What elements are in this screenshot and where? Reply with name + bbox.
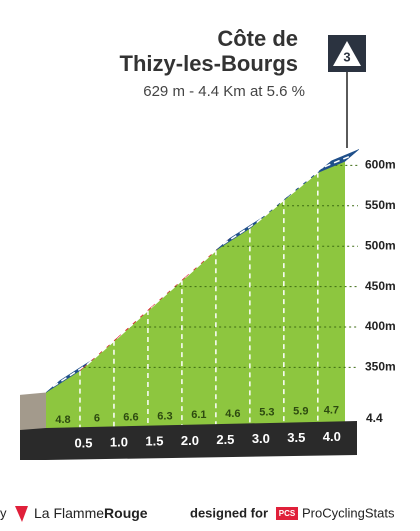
x-tick-label: 4.0 (323, 429, 341, 444)
brand-b: Rouge (104, 505, 148, 521)
gradient-label: 6.3 (157, 410, 172, 422)
brand-a: La Flamme (34, 505, 104, 521)
title-line: Thizy-les-Bourgs (120, 51, 298, 76)
gradient-label: 5.3 (259, 407, 274, 419)
gradient-label: 6.1 (191, 409, 206, 421)
category-label: 3 (343, 49, 350, 64)
flag-icon (15, 506, 28, 522)
gradient-label: 5.9 (293, 406, 308, 418)
x-tick-label: 2.5 (216, 432, 234, 447)
band-dash (188, 243, 224, 275)
gradient-label: 4.8 (55, 414, 70, 426)
pcs-logo: PCS (279, 509, 296, 518)
title-line: Côte de (217, 26, 298, 51)
y-tick-label: 450m (365, 279, 396, 293)
band-dash (222, 221, 258, 245)
band-dash (324, 154, 353, 168)
band-dash (290, 166, 326, 195)
x-tick-label: 0.5 (74, 436, 92, 451)
y-tick-label: 550m (365, 198, 396, 212)
plot: 350m 400m 450m 500m 550m 600m 4.8 6 6.6 6.3 6.1 4.6… (20, 149, 396, 460)
pcs-box (276, 507, 298, 520)
band-dash (154, 273, 190, 305)
band-dash (120, 303, 156, 336)
x-tick-label: 3.5 (287, 430, 305, 445)
y-tick-label: 350m (365, 360, 396, 374)
km-bar (20, 421, 357, 460)
x-tick-label: 1.5 (145, 434, 163, 449)
footer-fragment: y (0, 505, 7, 520)
gradient-label: 6.6 (123, 412, 138, 424)
pcs-name: ProCyclingStats (302, 505, 395, 520)
brand: La FlammeRouge (34, 505, 148, 521)
y-tick-label: 400m (365, 319, 396, 333)
x-tick-label: 3.0 (252, 431, 270, 446)
x-tick-label: 1.0 (110, 435, 128, 450)
gradient-label: 6 (94, 413, 100, 425)
band-dash (86, 334, 122, 366)
y-tick-label: 600m (365, 158, 396, 172)
band-dash (256, 193, 292, 224)
gradient-label: 4.6 (225, 408, 240, 420)
designed-for: designed for (190, 505, 268, 520)
gradient-label: 4.7 (324, 404, 339, 416)
x-tick-label: 2.0 (181, 433, 199, 448)
subtitle: 629 m - 4.4 Km at 5.6 % (143, 83, 305, 100)
band-dash (52, 364, 88, 388)
end-km-label: 4.4 (366, 411, 383, 425)
y-tick-label: 500m (365, 238, 396, 252)
profile-area (46, 161, 345, 429)
badge-triangle (333, 41, 361, 66)
